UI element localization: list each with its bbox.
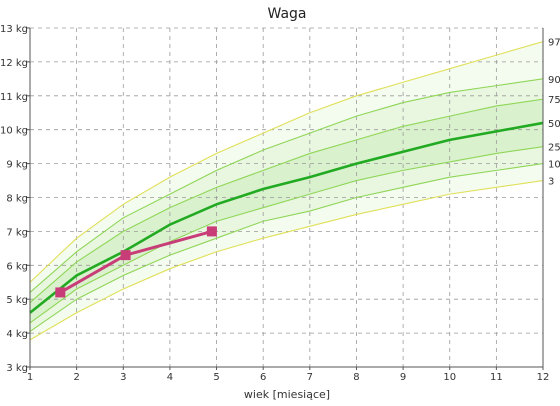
y-tick-label: 11 kg — [0, 92, 28, 103]
y-tick-label: 4 kg — [6, 329, 28, 340]
x-axis-label: wiek [miesiące] — [244, 388, 330, 401]
x-tick-label: 2 — [73, 372, 79, 383]
percentile-line-50 — [29, 121, 544, 314]
y-tick-label: 10 kg — [0, 126, 28, 137]
x-tick-label: 4 — [167, 372, 173, 383]
x-tick-label: 11 — [490, 372, 503, 383]
y-tick-label: 13 kg — [0, 24, 28, 35]
percentile-line-3 — [29, 180, 544, 341]
x-tick-label: 5 — [213, 372, 219, 383]
percentile-label-10: 10 — [548, 160, 560, 171]
chart-title: Waga — [268, 6, 307, 22]
percentile-line-75 — [29, 98, 544, 304]
y-tick-label: 3 kg — [6, 363, 28, 374]
percentile-label-75: 75 — [548, 95, 560, 106]
x-tick-label: 1 — [27, 372, 33, 383]
percentile-line-97 — [29, 41, 544, 283]
x-tick-label: 12 — [537, 372, 550, 383]
x-tick-label: 10 — [443, 372, 456, 383]
y-tick-label: 12 kg — [0, 58, 28, 69]
percentile-line-25 — [29, 146, 544, 324]
measurement-point — [206, 226, 217, 237]
x-tick-label: 3 — [120, 372, 126, 383]
y-tick-label: 7 kg — [6, 227, 28, 238]
band-fill-25-75 — [30, 99, 543, 323]
y-tick-label: 8 kg — [6, 194, 28, 205]
percentile-line-90 — [29, 78, 544, 293]
y-tick-label: 6 kg — [6, 261, 28, 272]
y-tick-label: 5 kg — [6, 295, 28, 306]
percentile-label-97: 97 — [548, 38, 560, 49]
x-tick-label: 8 — [353, 372, 359, 383]
percentile-label-90: 90 — [548, 75, 560, 86]
x-tick-label: 6 — [260, 372, 266, 383]
x-tick-label: 9 — [400, 372, 406, 383]
percentile-line-10 — [29, 163, 544, 332]
measurement-point — [120, 250, 131, 261]
y-tick-label: 9 kg — [6, 160, 28, 171]
percentile-label-3: 3 — [548, 177, 554, 188]
measurement-point — [55, 287, 66, 298]
percentile-label-50: 50 — [548, 119, 560, 130]
x-tick-label: 7 — [307, 372, 313, 383]
percentile-label-25: 25 — [548, 143, 560, 154]
